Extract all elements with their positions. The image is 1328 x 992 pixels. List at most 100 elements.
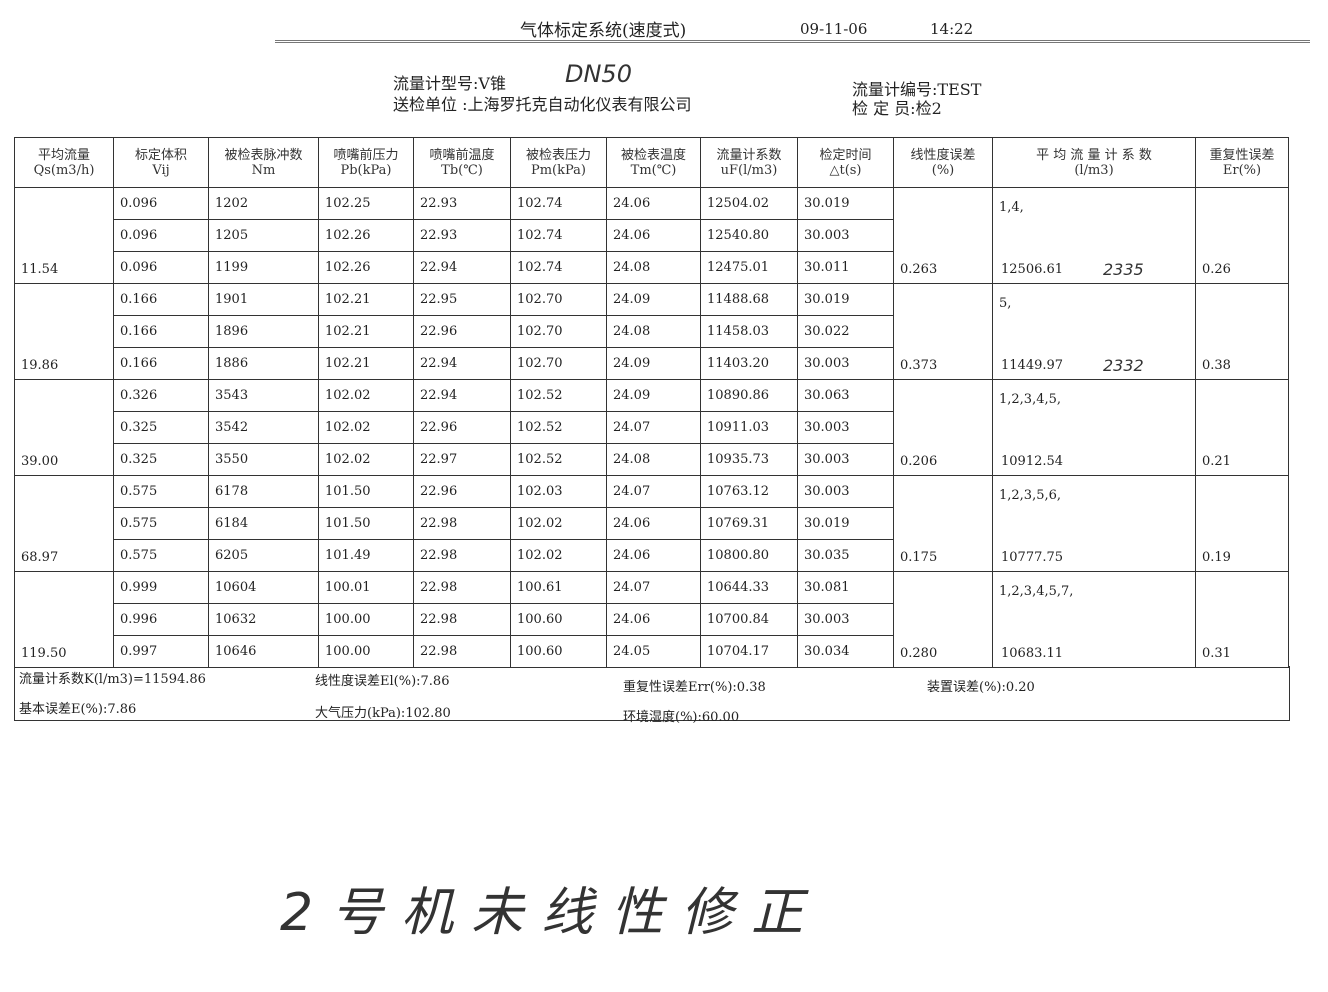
column-header: 被检表压力 Pm(kPa) — [510, 137, 607, 188]
average-flow: 68.97 — [14, 475, 114, 572]
nozzle-temperature: 22.97 — [413, 443, 511, 476]
pulse-count: 10604 — [208, 571, 319, 604]
average-flow: 19.86 — [14, 283, 114, 380]
calibration-time: 30.003 — [797, 603, 894, 636]
flow-coefficient: 10763.12 — [700, 475, 798, 508]
meter-pressure: 100.60 — [510, 635, 607, 668]
nozzle-temperature: 22.94 — [413, 347, 511, 380]
calibration-time: 30.003 — [797, 411, 894, 444]
title-rule — [275, 40, 1310, 43]
calibration-time: 30.019 — [797, 187, 894, 220]
nozzle-pressure: 101.49 — [318, 539, 414, 572]
calibration-volume: 0.997 — [113, 635, 209, 668]
nozzle-pressure: 100.01 — [318, 571, 414, 604]
pulse-count: 6205 — [208, 539, 319, 572]
calibration-time: 30.019 — [797, 507, 894, 540]
meter-temperature: 24.07 — [606, 411, 701, 444]
column-header: 检定时间 △t(s) — [797, 137, 894, 188]
ambient-humidity: 环境湿度(%):60.00 — [623, 710, 740, 725]
summary-footer: 流量计系数K(l/m3)=11594.86 线性度误差El(%):7.86 重复… — [14, 666, 1290, 725]
nozzle-temperature: 22.93 — [413, 219, 511, 252]
meter-coefficient-k: 流量计系数K(l/m3)=11594.86 — [19, 672, 206, 687]
nozzle-pressure: 102.21 — [318, 347, 414, 380]
flow-coefficient: 10769.31 — [700, 507, 798, 540]
pulse-count: 10646 — [208, 635, 319, 668]
meter-temperature: 24.09 — [606, 379, 701, 412]
column-header: 被检表温度 Tm(℃) — [606, 137, 701, 188]
nozzle-pressure: 102.21 — [318, 315, 414, 348]
pulse-count: 10632 — [208, 603, 319, 636]
meter-number: 流量计编号:TEST — [852, 80, 982, 99]
meter-pressure: 102.52 — [510, 411, 607, 444]
meter-pressure: 102.70 — [510, 283, 607, 316]
table-row: 0.325 3550 102.02 22.97 102.52 24.08 10935.73 3… — [15, 443, 1289, 476]
calibration-time: 30.003 — [797, 475, 894, 508]
calibration-time: 30.011 — [797, 251, 894, 284]
table-row: 0.096 1205 102.26 22.93 102.74 24.06 12540.80 3… — [15, 219, 1289, 252]
pulse-count: 3543 — [208, 379, 319, 412]
nozzle-pressure: 100.00 — [318, 635, 414, 668]
linearity-error: 0.263 — [893, 187, 993, 284]
calibration-volume: 0.575 — [113, 539, 209, 572]
column-header: 喷嘴前温度 Tb(℃) — [413, 137, 511, 188]
meter-pressure: 102.70 — [510, 315, 607, 348]
flow-coefficient: 10890.86 — [700, 379, 798, 412]
calibration-time: 30.034 — [797, 635, 894, 668]
calibration-time: 30.019 — [797, 283, 894, 316]
table-row: 11.54 0.096 1202 102.25 22.93 102.74 24.06 1250… — [14, 187, 1289, 284]
repeatability-error: 重复性误差Err(%):0.38 — [623, 680, 766, 695]
calibration-volume: 0.999 — [113, 571, 209, 604]
meter-pressure: 102.02 — [510, 539, 607, 572]
calibration-time: 30.003 — [797, 443, 894, 476]
linearity-error: 0.280 — [893, 571, 993, 668]
meter-pressure: 100.61 — [510, 571, 607, 604]
repeatability-error: 0.26 — [1195, 187, 1289, 284]
nozzle-temperature: 22.98 — [413, 507, 511, 540]
average-coefficient: 1,2,3,4,5, 10912.54 — [992, 379, 1196, 476]
meter-temperature: 24.06 — [606, 219, 701, 252]
meter-temperature: 24.06 — [606, 507, 701, 540]
column-header: 线性度误差 (%) — [893, 137, 993, 188]
flow-coefficient: 11488.68 — [700, 283, 798, 316]
calibration-volume: 0.326 — [113, 379, 209, 412]
handwritten-annotation: 2332 — [1103, 356, 1144, 375]
average-coefficient-value: 10683.11 — [1001, 646, 1064, 661]
flow-coefficient: 11403.20 — [700, 347, 798, 380]
nozzle-temperature: 22.96 — [413, 315, 511, 348]
table-row: 0.996 10632 100.00 22.98 100.60 24.06 10700.84… — [15, 603, 1289, 636]
pulse-count: 1901 — [208, 283, 319, 316]
nozzle-temperature: 22.96 — [413, 475, 511, 508]
nozzle-temperature: 22.95 — [413, 283, 511, 316]
average-coefficient-value: 12506.61 — [1001, 262, 1064, 277]
meter-temperature: 24.06 — [606, 603, 701, 636]
column-header: 流量计系数 uF(l/m3) — [700, 137, 798, 188]
repeatability-error: 0.21 — [1195, 379, 1289, 476]
handwritten-note: 2号机未线性修正 — [280, 883, 822, 943]
nozzle-temperature: 22.98 — [413, 571, 511, 604]
nozzle-temperature: 22.96 — [413, 411, 511, 444]
nozzle-pressure: 102.21 — [318, 283, 414, 316]
meter-pressure: 102.02 — [510, 507, 607, 540]
table-row: 0.166 1886 102.21 22.94 102.70 24.09 11403.20 3… — [15, 347, 1289, 380]
meter-temperature: 24.07 — [606, 571, 701, 604]
column-header: 平 均 流 量 计 系 数 (l/m3) — [992, 137, 1196, 188]
average-flow: 119.50 — [14, 571, 114, 668]
table-row: 39.00 0.326 3543 102.02 22.94 102.52 24.09 1089… — [14, 379, 1289, 476]
table-row: 0.997 10646 100.00 22.98 100.60 24.05 10704.17… — [15, 635, 1289, 668]
calibration-volume: 0.096 — [113, 219, 209, 252]
selected-points: 1,4, — [999, 200, 1024, 215]
average-coefficient: 1,2,3,5,6, 10777.75 — [992, 475, 1196, 572]
meter-temperature: 24.08 — [606, 315, 701, 348]
calibration-volume: 0.166 — [113, 283, 209, 316]
table-row: 19.86 0.166 1901 102.21 22.95 102.70 24.09 1148… — [14, 283, 1289, 380]
calibration-volume: 0.166 — [113, 347, 209, 380]
calibration-time: 30.022 — [797, 315, 894, 348]
linearity-error: 0.373 — [893, 283, 993, 380]
inspector: 检 定 员:检2 — [852, 99, 942, 118]
pulse-count: 1886 — [208, 347, 319, 380]
calibration-volume: 0.996 — [113, 603, 209, 636]
column-header: 被检表脉冲数 Nm — [208, 137, 319, 188]
calibration-volume: 0.575 — [113, 475, 209, 508]
calibration-volume: 0.325 — [113, 443, 209, 476]
nozzle-temperature: 22.98 — [413, 635, 511, 668]
